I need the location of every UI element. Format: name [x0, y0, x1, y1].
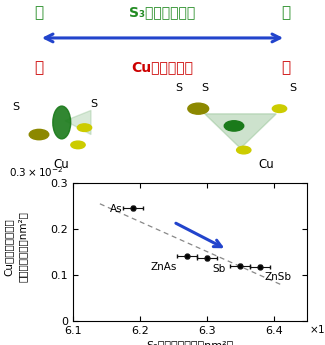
- Text: S: S: [201, 83, 208, 93]
- Polygon shape: [205, 114, 276, 148]
- Text: 大: 大: [34, 60, 44, 75]
- Text: Cu: Cu: [259, 158, 274, 171]
- Text: S: S: [91, 99, 98, 109]
- Circle shape: [272, 105, 287, 112]
- Text: S₃三角形の面穏: S₃三角形の面穏: [129, 5, 196, 19]
- Circle shape: [71, 141, 85, 149]
- Circle shape: [237, 146, 251, 154]
- X-axis label: S₃三角形の面穏（nm²）: S₃三角形の面穏（nm²）: [147, 340, 234, 345]
- Text: S: S: [289, 83, 296, 93]
- Circle shape: [224, 121, 244, 131]
- Text: Sb: Sb: [212, 264, 226, 274]
- Circle shape: [29, 129, 49, 140]
- Text: ZnAs: ZnAs: [150, 263, 176, 273]
- Circle shape: [77, 124, 92, 131]
- Text: ZnSb: ZnSb: [264, 272, 291, 282]
- Text: As: As: [110, 204, 123, 214]
- Text: 小: 小: [34, 5, 44, 20]
- Text: 小: 小: [281, 60, 291, 75]
- Ellipse shape: [53, 106, 71, 139]
- Text: パラメーター（nm²）: パラメーター（nm²）: [18, 211, 28, 282]
- Polygon shape: [65, 110, 91, 135]
- Text: $0.3\times10^{-2}$: $0.3\times10^{-2}$: [9, 165, 64, 179]
- Text: S: S: [13, 102, 20, 112]
- Text: Cu原子の振幅: Cu原子の振幅: [132, 60, 193, 75]
- Text: Cu原子の原子変位: Cu原子の原子変位: [3, 218, 13, 276]
- Text: Cu: Cu: [54, 158, 70, 171]
- Text: 大: 大: [281, 5, 291, 20]
- Circle shape: [188, 103, 209, 114]
- Text: $\times10^{-2}$: $\times10^{-2}$: [309, 322, 325, 336]
- Text: S: S: [175, 83, 182, 93]
